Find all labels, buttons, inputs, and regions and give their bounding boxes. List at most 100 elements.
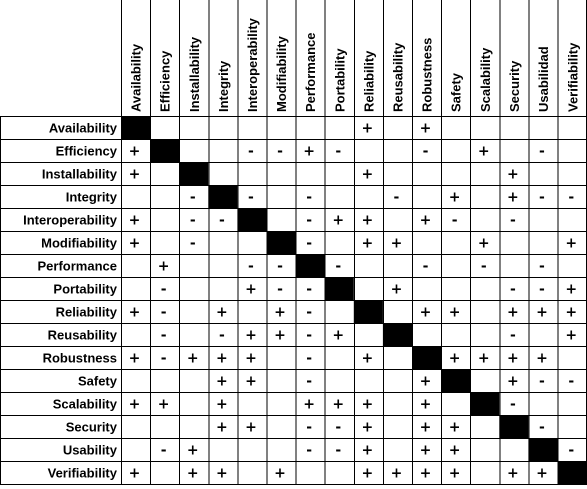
positive-mark: + (449, 443, 461, 459)
positive-mark: + (129, 305, 141, 321)
row-label-interoperability: Interoperability (23, 213, 118, 228)
positive-mark: + (361, 420, 373, 436)
row-label-installability: Installability (42, 167, 118, 182)
positive-mark: + (216, 466, 228, 482)
positive-mark: + (507, 466, 519, 482)
positive-mark: + (187, 443, 199, 459)
negative-mark: - (306, 443, 312, 459)
column-header-scalability: Scalability (478, 47, 493, 112)
column-headers: Availability Efficiency Installability Inte… (129, 17, 581, 112)
positive-mark: + (187, 466, 199, 482)
positive-mark: + (565, 305, 577, 321)
row-label-robustness: Robustness (43, 351, 117, 366)
negative-mark: - (277, 282, 283, 298)
positive-mark: + (187, 351, 199, 367)
negative-mark: - (277, 259, 283, 275)
negative-mark: - (161, 282, 167, 298)
diagonal-cell (208, 185, 238, 208)
negative-mark: - (219, 213, 225, 229)
row-label-reliability: Reliability (56, 305, 118, 320)
positive-mark: + (216, 305, 228, 321)
negative-mark: - (335, 144, 341, 160)
negative-mark: - (568, 443, 574, 459)
positive-mark: + (420, 305, 432, 321)
column-header-safety: Safety (449, 72, 464, 112)
negative-mark: - (539, 282, 545, 298)
positive-mark: + (420, 466, 432, 482)
positive-mark: + (449, 190, 461, 206)
positive-mark: + (158, 397, 170, 413)
negative-mark: - (510, 282, 516, 298)
negative-mark: - (539, 374, 545, 390)
negative-mark: - (190, 213, 196, 229)
row-label-portability: Portability (53, 282, 117, 297)
positive-mark: + (391, 282, 403, 298)
negative-mark: - (161, 305, 167, 321)
negative-mark: - (306, 328, 312, 344)
negative-mark: - (539, 144, 545, 160)
diagonal-cell (324, 277, 354, 300)
positive-mark: + (420, 213, 432, 229)
diagonal-cell (382, 323, 412, 346)
negative-mark: - (335, 420, 341, 436)
positive-mark: + (361, 351, 373, 367)
row-label-security: Security (66, 420, 118, 435)
negative-mark: - (510, 213, 516, 229)
positive-mark: + (507, 305, 519, 321)
positive-mark: + (391, 466, 403, 482)
negative-mark: - (190, 236, 196, 252)
column-header-reliability: Reliability (361, 50, 376, 112)
negative-mark: - (306, 190, 312, 206)
positive-mark: + (332, 213, 344, 229)
positive-mark: + (536, 466, 548, 482)
positive-mark: + (420, 374, 432, 390)
diagonal-cell (557, 461, 587, 484)
row-label-verifiability: Verifiability (48, 466, 118, 481)
negative-mark: - (306, 374, 312, 390)
diagonal-cell (412, 346, 442, 369)
positive-mark: + (361, 397, 373, 413)
positive-mark: + (216, 351, 228, 367)
positive-mark: + (507, 351, 519, 367)
positive-mark: + (129, 397, 141, 413)
diagonal-cell (470, 392, 500, 415)
row-label-integrity: Integrity (66, 190, 118, 205)
positive-mark: + (391, 236, 403, 252)
positive-mark: + (507, 167, 519, 183)
positive-mark: + (274, 466, 286, 482)
column-header-installability: Installability (187, 36, 202, 112)
positive-mark: + (361, 443, 373, 459)
positive-mark: + (449, 420, 461, 436)
diagonal-cell (528, 438, 558, 461)
column-header-performance: Performance (303, 33, 318, 112)
positive-mark: + (449, 466, 461, 482)
positive-mark: + (536, 351, 548, 367)
negative-mark: - (539, 259, 545, 275)
column-header-integrity: Integrity (216, 60, 231, 112)
row-label-availability: Availability (49, 121, 118, 136)
row-label-usability: Usability (63, 443, 118, 458)
positive-mark: + (274, 328, 286, 344)
column-header-efficiency: Efficiency (158, 50, 173, 112)
positive-mark: + (274, 305, 286, 321)
positive-mark: + (303, 397, 315, 413)
positive-mark: + (303, 144, 315, 160)
negative-mark: - (335, 259, 341, 275)
negative-mark: - (481, 259, 487, 275)
positive-mark: + (420, 443, 432, 459)
positive-mark: + (245, 420, 257, 436)
negative-mark: - (306, 305, 312, 321)
positive-mark: + (216, 374, 228, 390)
negative-mark: - (248, 190, 254, 206)
positive-mark: + (158, 259, 170, 275)
positive-mark: + (129, 236, 141, 252)
row-label-modifiability: Modifiability (41, 236, 118, 251)
positive-mark: + (129, 351, 141, 367)
row-label-efficiency: Efficiency (56, 144, 118, 159)
positive-mark: + (536, 305, 548, 321)
diagonal-cell (179, 162, 209, 185)
row-label-safety: Safety (78, 374, 118, 389)
positive-mark: + (507, 374, 519, 390)
positive-mark: + (478, 144, 490, 160)
positive-mark: + (420, 420, 432, 436)
